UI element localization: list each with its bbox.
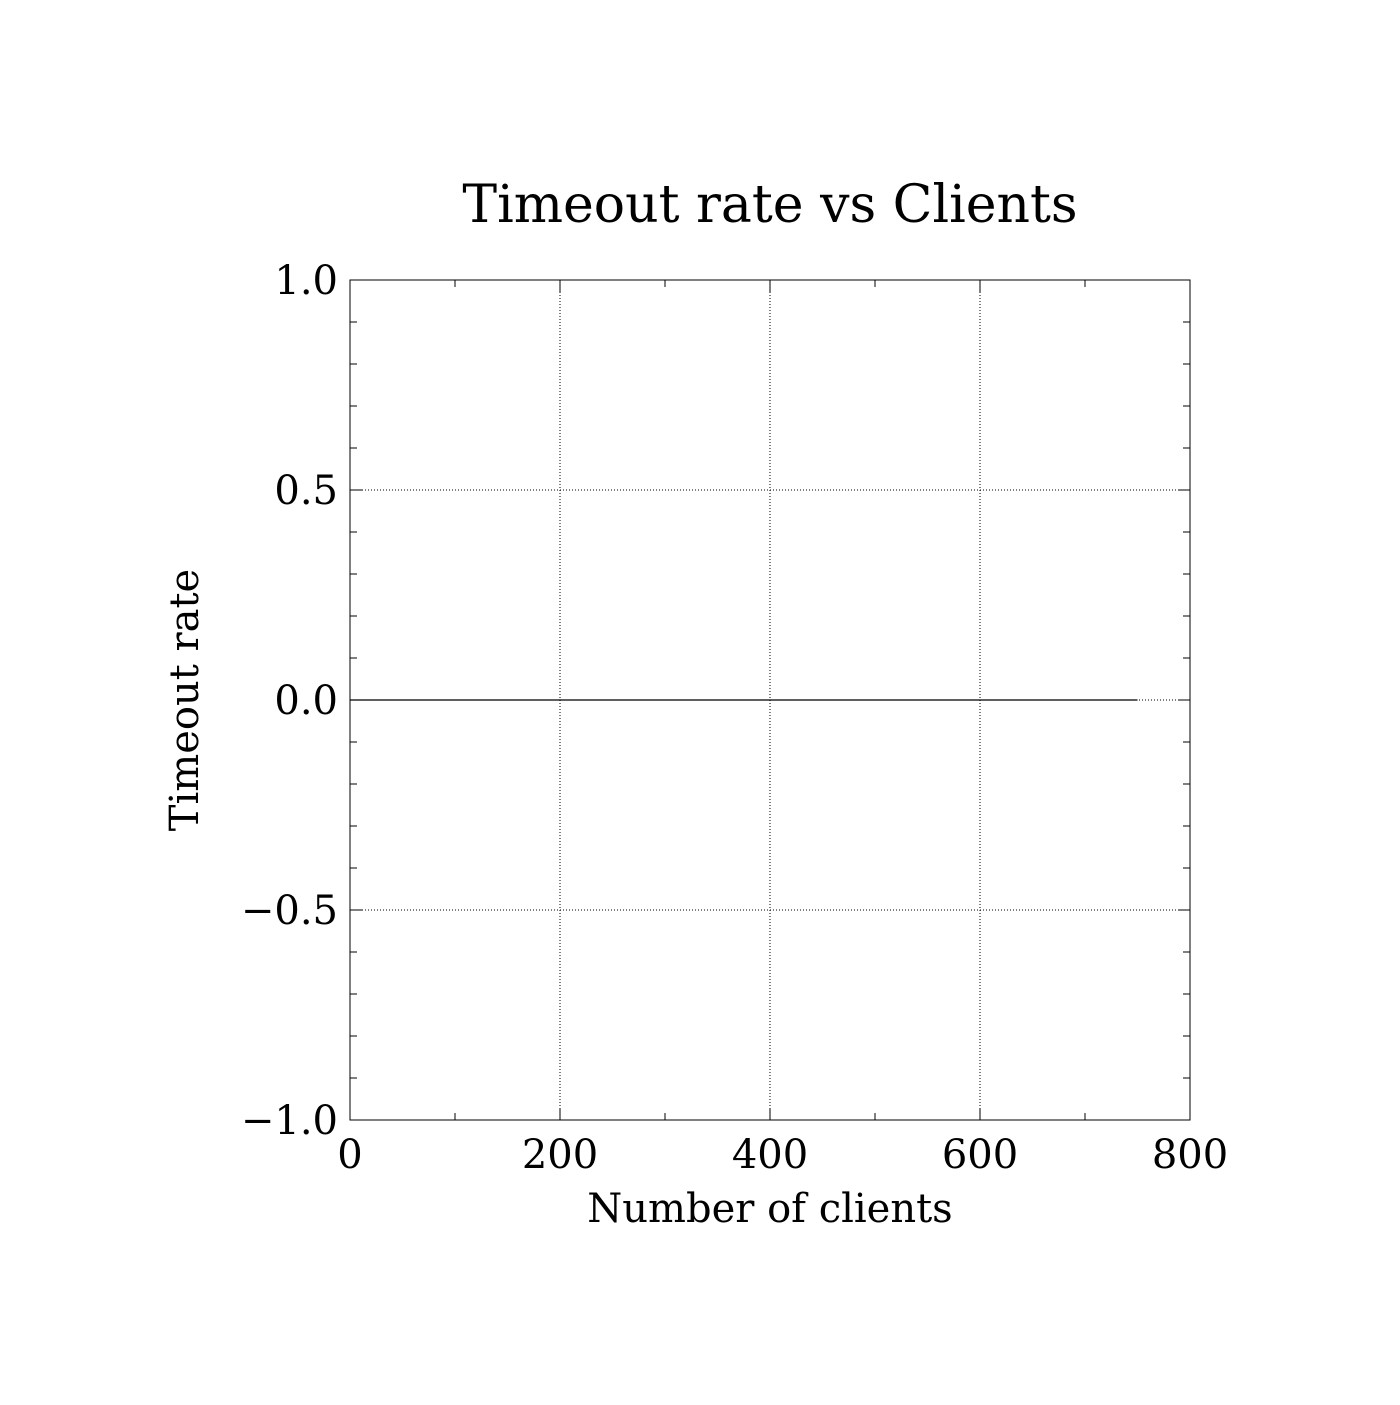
x-axis-label: Number of clients [587, 1186, 952, 1232]
x-tick-label: 400 [732, 1132, 808, 1178]
x-tick-label: 200 [522, 1132, 598, 1178]
y-axis-label: Timeout rate [162, 569, 208, 831]
y-tick-label: −1.0 [241, 1098, 338, 1144]
y-tick-label: −0.5 [241, 888, 338, 934]
x-tick-label: 800 [1152, 1132, 1228, 1178]
y-tick-label: 1.0 [274, 258, 338, 304]
y-tick-label: 0.0 [274, 678, 338, 724]
chart-title: Timeout rate vs Clients [462, 175, 1077, 235]
y-tick-label: 0.5 [274, 468, 338, 514]
x-tick-label: 0 [337, 1132, 362, 1178]
tick-labels: 0 200 400 600 800 −1.0 −0.5 0.0 0.5 1.0 [241, 258, 1228, 1178]
x-tick-label: 600 [942, 1132, 1018, 1178]
